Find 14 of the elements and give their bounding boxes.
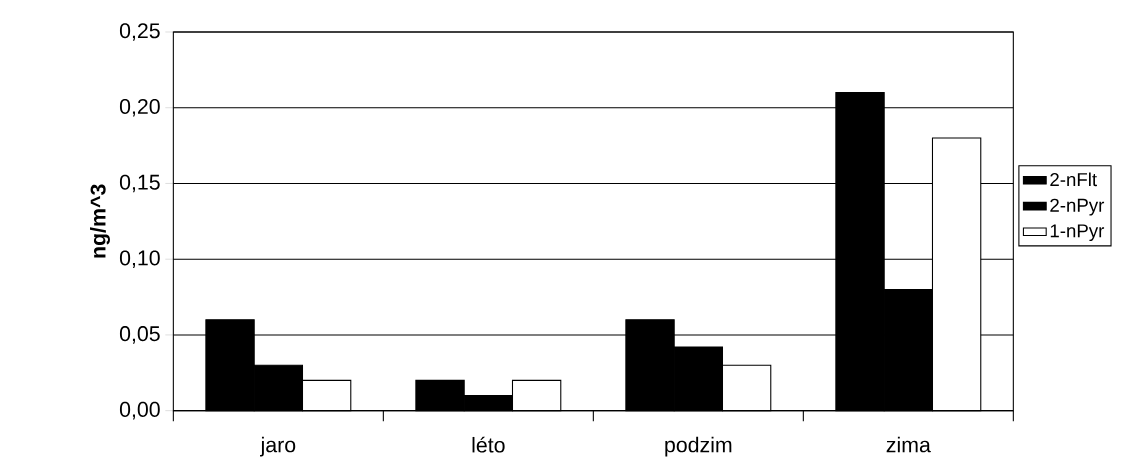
legend-label: 2-nPyr — [1050, 198, 1105, 216]
y-tick-label: 0,00 — [119, 401, 160, 420]
y-tick-label: 0,20 — [119, 98, 160, 117]
x-tick-label: léto — [472, 436, 505, 453]
y-axis-title: ng/m^3 — [89, 184, 110, 258]
x-tick-label: zima — [886, 436, 931, 453]
x-tick-label: podzim — [665, 436, 732, 457]
y-tick-label: 0,10 — [119, 250, 160, 268]
y-tick-label: 0,05 — [119, 325, 160, 344]
x-tick-label: jaro — [260, 436, 296, 457]
y-tick-label: 0,25 — [119, 23, 160, 41]
y-tick-label: 0,15 — [119, 174, 160, 193]
legend-label: 1-nPyr — [1050, 224, 1105, 241]
legend-label: 2-nFlt — [1050, 172, 1097, 186]
